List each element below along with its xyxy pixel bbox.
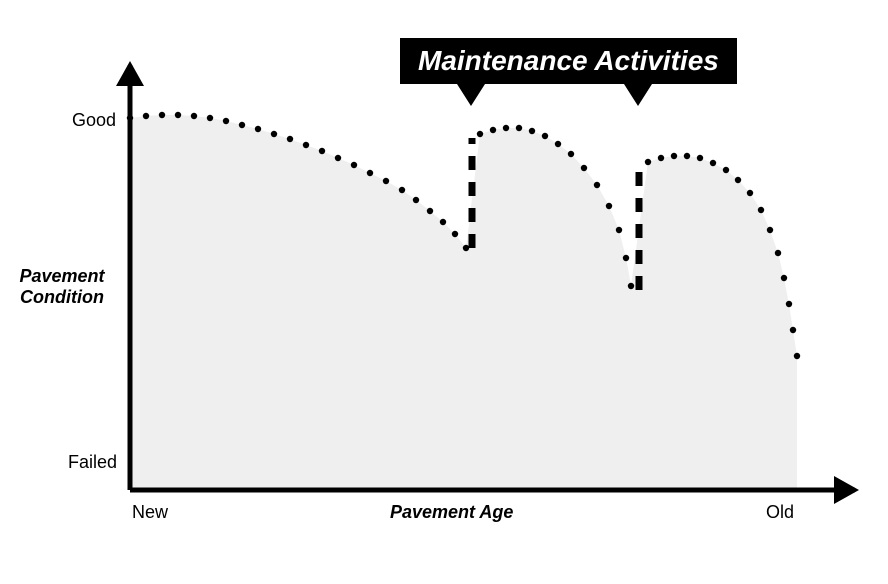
maintenance-callout-text: Maintenance Activities — [418, 45, 719, 76]
curve-dot — [568, 151, 574, 157]
curve-dot — [383, 178, 389, 184]
x-axis-arrow — [834, 476, 859, 504]
curve-dot — [775, 250, 781, 256]
x-axis-label: Pavement Age — [390, 502, 513, 523]
curve-dot — [555, 141, 561, 147]
curve-dot — [159, 112, 165, 118]
curve-dot — [794, 353, 800, 359]
curve-dot — [606, 203, 612, 209]
curve-dot — [287, 136, 293, 142]
curve-dot — [191, 113, 197, 119]
curve-dot — [440, 219, 446, 225]
curve-dot — [581, 165, 587, 171]
curve-dot — [747, 190, 753, 196]
curve-dot — [503, 125, 509, 131]
curve-dot — [399, 187, 405, 193]
curve-dot — [223, 118, 229, 124]
curve-dot — [781, 275, 787, 281]
x-tick-new: New — [132, 502, 168, 523]
curve-dot — [735, 177, 741, 183]
y-axis-label: Pavement Condition — [12, 266, 112, 307]
area-fill — [130, 115, 797, 490]
curve-dot — [767, 227, 773, 233]
curve-dot — [697, 155, 703, 161]
curve-dot — [490, 127, 496, 133]
curve-dot — [239, 122, 245, 128]
x-tick-old: Old — [766, 502, 794, 523]
curve-dot — [684, 153, 690, 159]
curve-dot — [658, 155, 664, 161]
curve-dot — [175, 112, 181, 118]
curve-dot — [529, 128, 535, 134]
pavement-condition-diagram: Maintenance Activities Pavement Conditio… — [0, 0, 888, 584]
curve-dot — [758, 207, 764, 213]
x-axis-label-text: Pavement Age — [390, 502, 513, 522]
curve-dot — [335, 155, 341, 161]
curve-dot — [367, 170, 373, 176]
curve-dot — [628, 283, 634, 289]
curve-dot — [271, 131, 277, 137]
curve-dot — [127, 115, 133, 121]
y-tick-failed: Failed — [68, 452, 117, 473]
curve-dot — [319, 148, 325, 154]
curve-dot — [452, 231, 458, 237]
curve-dot — [413, 197, 419, 203]
curve-dot — [542, 133, 548, 139]
curve-dot — [616, 227, 622, 233]
curve-dot — [351, 162, 357, 168]
curve-dot — [790, 327, 796, 333]
curve-dot — [143, 113, 149, 119]
curve-dot — [710, 160, 716, 166]
curve-dot — [255, 126, 261, 132]
curve-dot — [623, 255, 629, 261]
curve-dot — [786, 301, 792, 307]
curve-dot — [723, 167, 729, 173]
curve-dot — [671, 153, 677, 159]
curve-dot — [594, 182, 600, 188]
y-axis-label-text: Pavement Condition — [19, 266, 104, 307]
plot-area — [0, 0, 888, 584]
y-tick-good: Good — [72, 110, 116, 131]
curve-dot — [477, 131, 483, 137]
curve-dot — [463, 245, 469, 251]
curve-dot — [516, 125, 522, 131]
y-axis-arrow — [116, 61, 144, 86]
maintenance-callout: Maintenance Activities — [400, 38, 737, 84]
curve-dot — [427, 208, 433, 214]
curve-dot — [645, 159, 651, 165]
curve-dot — [303, 142, 309, 148]
curve-dot — [207, 115, 213, 121]
